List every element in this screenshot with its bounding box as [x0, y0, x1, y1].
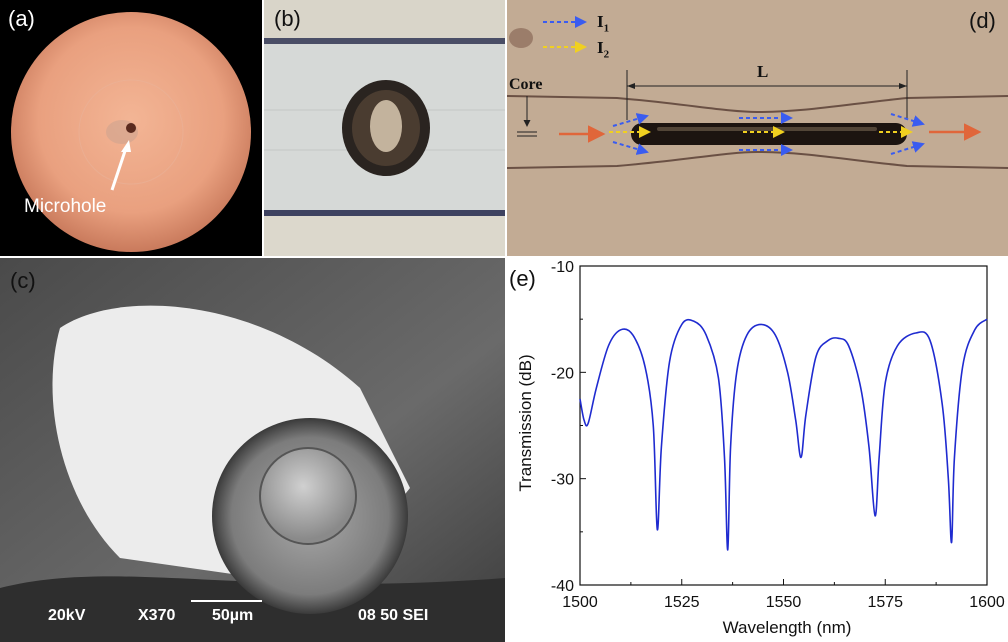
x-ticks: 1500 1525 1550 1575 1600	[562, 579, 1005, 611]
y-tick-label: -40	[551, 578, 574, 595]
fiber-edge-bottom	[264, 210, 505, 216]
sem-scale-label: 50µm	[212, 607, 254, 624]
y-axis-label: Transmission (dB)	[516, 354, 535, 492]
y-tick-label: -30	[551, 472, 574, 489]
panel-a: (a) Microhole	[0, 0, 262, 256]
substrate	[0, 576, 505, 642]
panel-e: -10 -20 -30 -40 1500 1525 1550 1575 1600 (e) Wa…	[507, 258, 1008, 642]
sem-image	[0, 258, 505, 642]
panel-label-d: (d)	[969, 8, 996, 33]
transmission-curve	[579, 318, 988, 551]
microhole-dot	[126, 123, 136, 133]
legend-i2-label: I2	[597, 38, 610, 61]
sem-magnification: X370	[138, 607, 176, 624]
legend-i1-label: I1	[597, 12, 610, 35]
microhole-arrow-head	[121, 140, 131, 152]
transmission-chart: -10 -20 -30 -40 1500 1525 1550 1575 1600	[551, 259, 1005, 611]
x-tick-label: 1550	[766, 594, 802, 611]
panel-b: (b)	[264, 0, 505, 256]
fiber-lower-edge	[507, 150, 1008, 169]
x-tick-label: 1500	[562, 594, 598, 611]
x-tick-label: 1575	[867, 594, 903, 611]
air-cavity	[631, 123, 907, 145]
x-axis-label: Wavelength (nm)	[722, 618, 852, 637]
fiber-cavity-image	[507, 16, 1008, 169]
y-ticks: -10 -20 -30 -40	[551, 259, 586, 595]
microhole-arrow	[110, 147, 128, 191]
length-label: L	[757, 62, 769, 81]
fiber-ring	[78, 79, 184, 185]
panel-d: (d) I1 I2 L Core	[507, 0, 1008, 256]
fiber-side-view-image	[264, 0, 505, 256]
x-tick-label: 1600	[969, 594, 1005, 611]
panel-label-a: (a)	[8, 6, 35, 31]
fiber-upper-edge	[507, 95, 1008, 114]
fiber-end-face-image	[11, 12, 251, 252]
x-tick-label: 1525	[664, 594, 700, 611]
panel-label-e: (e)	[509, 266, 536, 291]
panel-label-c: (c)	[10, 268, 36, 293]
sem-info: 08 50 SEI	[358, 607, 429, 624]
fiber-core	[259, 447, 357, 545]
panel-label-b: (b)	[274, 6, 301, 31]
y-tick-label: -10	[551, 259, 574, 276]
core-label: Core	[509, 76, 543, 93]
microhole-label: Microhole	[24, 196, 107, 217]
sem-voltage: 20kV	[48, 607, 86, 624]
panel-c: (c) 20kV X370 50µm 08 50 SEI	[0, 258, 505, 642]
plot-frame	[579, 265, 988, 586]
y-tick-label: -20	[551, 365, 574, 382]
fiber-edge-top	[264, 38, 505, 44]
